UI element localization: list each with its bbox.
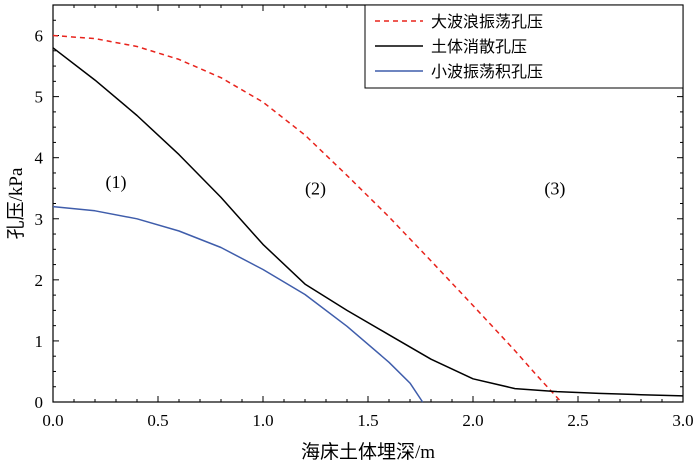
x-tick-label: 1.5: [357, 411, 378, 430]
y-tick-label: 5: [35, 88, 44, 107]
series-line-2: [52, 47, 684, 397]
y-axis-title: 孔压/kPa: [5, 167, 27, 239]
region-label-2: (2): [305, 178, 326, 199]
y-tick-label: 4: [35, 149, 44, 168]
y-tick-label: 3: [35, 210, 44, 229]
x-tick-label: 1.0: [252, 411, 273, 430]
chart-marks: 0.0 0.5 1.0 1.5 2.0 2.5 3.0 0 1 2 3 4 5 6 (1) (2) (3) 大波浪…: [35, 4, 694, 430]
y-tick-label: 2: [35, 271, 44, 290]
y-tick-label: 1: [35, 332, 44, 351]
x-axis-title: 海床土体埋深/m: [301, 441, 435, 463]
series-line-3: [52, 205, 424, 403]
legend-label-3: 小波振荡积孔压: [431, 63, 543, 81]
y-tick-label: 6: [35, 27, 44, 46]
x-tick-label: 0.5: [147, 411, 168, 430]
x-tick-label: 3.0: [672, 411, 693, 430]
y-tick-label: 0: [35, 393, 44, 412]
region-label-1: (1): [106, 172, 127, 193]
x-tick-label: 0.0: [42, 411, 63, 430]
legend-label-1: 大波浪振荡孔压: [431, 13, 543, 31]
x-tick-label: 2.0: [462, 411, 483, 430]
region-label-3: (3): [544, 178, 565, 199]
series-line-1: [52, 34, 562, 403]
x-tick-label: 2.5: [567, 411, 588, 430]
legend-label-2: 土体消散孔压: [431, 38, 527, 56]
